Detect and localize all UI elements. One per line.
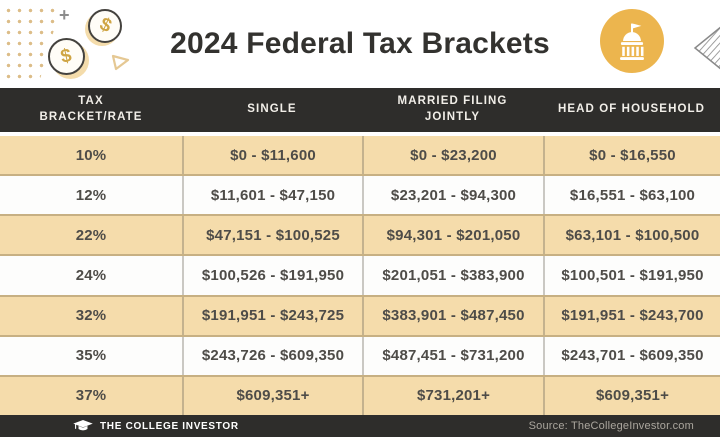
table-body: 10% $0 - $11,600 $0 - $23,200 $0 - $16,5… [0, 132, 720, 415]
head-of-household-cell: $609,351+ [543, 376, 720, 415]
table-header-row: TAX BRACKET/RATE SINGLE MARRIED FILING J… [0, 88, 720, 132]
rate-cell: 12% [75, 186, 107, 204]
hatched-triangle-icon [693, 20, 720, 81]
table-row: 24% $100,526 - $191,950 $201,051 - $383,… [0, 254, 720, 295]
married-filing-jointly-cell: $0 - $23,200 [362, 136, 543, 175]
table-row: 37% $609,351+ $731,201+ $609,351+ [0, 374, 720, 415]
dollar-sign: $ [96, 13, 115, 38]
column-header-tax-bracket: TAX BRACKET/RATE [39, 95, 143, 123]
head-of-household-cell: $191,951 - $243,700 [543, 296, 720, 335]
table-row: 32% $191,951 - $243,725 $383,901 - $487,… [0, 294, 720, 335]
title-band: + $ $ 2024 Federal Tax Brackets [0, 0, 720, 88]
rate-cell: 24% [75, 266, 107, 284]
brand-logo: THE COLLEGE INVESTOR [73, 419, 239, 433]
married-filing-jointly-cell: $201,051 - $383,900 [362, 256, 543, 295]
head-of-household-cell: $16,551 - $63,100 [543, 176, 720, 215]
column-header-single: SINGLE [247, 103, 297, 116]
head-of-household-cell: $243,701 - $609,350 [543, 336, 720, 375]
triangle-outline-icon [110, 53, 131, 77]
married-filing-jointly-cell: $23,201 - $94,300 [362, 176, 543, 215]
rate-cell: 22% [75, 226, 107, 244]
source-attribution: Source: TheCollegeInvestor.com [528, 420, 694, 432]
page-title: 2024 Federal Tax Brackets [170, 27, 550, 60]
rate-cell: 10% [75, 146, 107, 164]
plus-icon: + [59, 5, 70, 25]
head-of-household-cell: $63,101 - $100,500 [543, 216, 720, 255]
footer-bar: THE COLLEGE INVESTOR Source: TheCollegeI… [0, 415, 720, 437]
single-cell: $191,951 - $243,725 [182, 296, 362, 335]
brand-name: THE COLLEGE INVESTOR [100, 420, 239, 432]
graduation-cap-icon [73, 419, 93, 430]
table-row: 35% $243,726 - $609,350 $487,451 - $731,… [0, 334, 720, 375]
column-header-married-filing-jointly: MARRIED FILING JOINTLY [397, 95, 508, 123]
dollar-coin-icon: $ [88, 9, 122, 43]
column-header-head-of-household: HEAD OF HOUSEHOLD [557, 103, 706, 116]
single-cell: $11,601 - $47,150 [182, 176, 362, 215]
head-of-household-cell: $0 - $16,550 [543, 136, 720, 175]
rate-cell: 37% [75, 387, 107, 405]
single-cell: $243,726 - $609,350 [182, 336, 362, 375]
single-cell: $609,351+ [182, 376, 362, 415]
rate-cell: 35% [75, 347, 107, 365]
capitol-building-icon [600, 9, 664, 73]
married-filing-jointly-cell: $731,201+ [362, 376, 543, 415]
dollar-coin-icon: $ [48, 38, 85, 75]
dollar-sign: $ [59, 44, 74, 68]
married-filing-jointly-cell: $487,451 - $731,200 [362, 336, 543, 375]
head-of-household-cell: $100,501 - $191,950 [543, 256, 720, 295]
married-filing-jointly-cell: $94,301 - $201,050 [362, 216, 543, 255]
table-row: 22% $47,151 - $100,525 $94,301 - $201,05… [0, 214, 720, 255]
single-cell: $100,526 - $191,950 [182, 256, 362, 295]
rate-cell: 32% [75, 307, 107, 325]
single-cell: $0 - $11,600 [182, 136, 362, 175]
table-row: 12% $11,601 - $47,150 $23,201 - $94,300 … [0, 174, 720, 215]
table-row: 10% $0 - $11,600 $0 - $23,200 $0 - $16,5… [0, 136, 720, 175]
married-filing-jointly-cell: $383,901 - $487,450 [362, 296, 543, 335]
single-cell: $47,151 - $100,525 [182, 216, 362, 255]
